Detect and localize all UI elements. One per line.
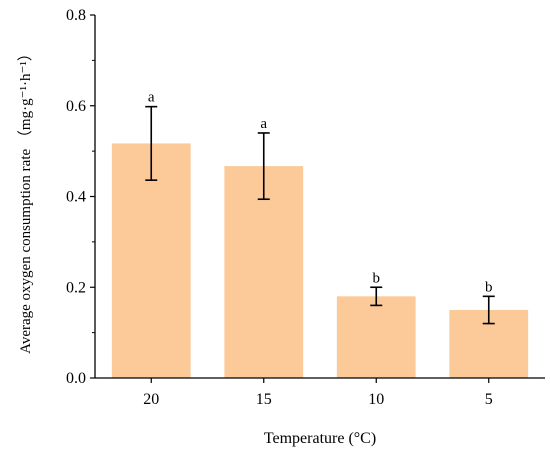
y-tick-label-0.2: 0.2 xyxy=(66,279,86,296)
bars-layer xyxy=(111,143,529,378)
x-tick-label-20: 20 xyxy=(143,391,159,408)
error-bar-20 xyxy=(145,105,158,181)
axes-layer: 20 15 10 5 0.0 0.2 0.4 0.6 0.8 xyxy=(66,7,545,408)
x-tick-label-10: 10 xyxy=(368,391,384,408)
significance-label-20: a xyxy=(148,90,155,106)
y-axis-label: Average oxygen consumption rate （mg·g⁻¹·… xyxy=(17,46,34,354)
significance-label-15: a xyxy=(260,116,267,132)
bar-10 xyxy=(336,296,416,378)
significance-label-10: b xyxy=(373,270,381,286)
significance-labels-layer: a a b b xyxy=(148,90,493,296)
y-tick-label-0.4: 0.4 xyxy=(66,189,86,206)
x-tick-label-15: 15 xyxy=(256,391,272,408)
y-tick-label-0.8: 0.8 xyxy=(66,7,86,24)
error-bar-15 xyxy=(257,132,270,201)
y-tick-label-0.6: 0.6 xyxy=(66,98,86,115)
y-tick-label-0.0: 0.0 xyxy=(66,370,86,387)
error-bars-layer xyxy=(145,105,495,325)
x-tick-label-5: 5 xyxy=(485,391,493,408)
x-axis-label: Temperature (°C) xyxy=(264,430,376,447)
bar-20 xyxy=(111,143,191,378)
error-bar-5 xyxy=(482,295,495,325)
bar-15 xyxy=(224,166,304,378)
error-bar-10 xyxy=(370,286,383,307)
significance-label-5: b xyxy=(485,279,493,295)
